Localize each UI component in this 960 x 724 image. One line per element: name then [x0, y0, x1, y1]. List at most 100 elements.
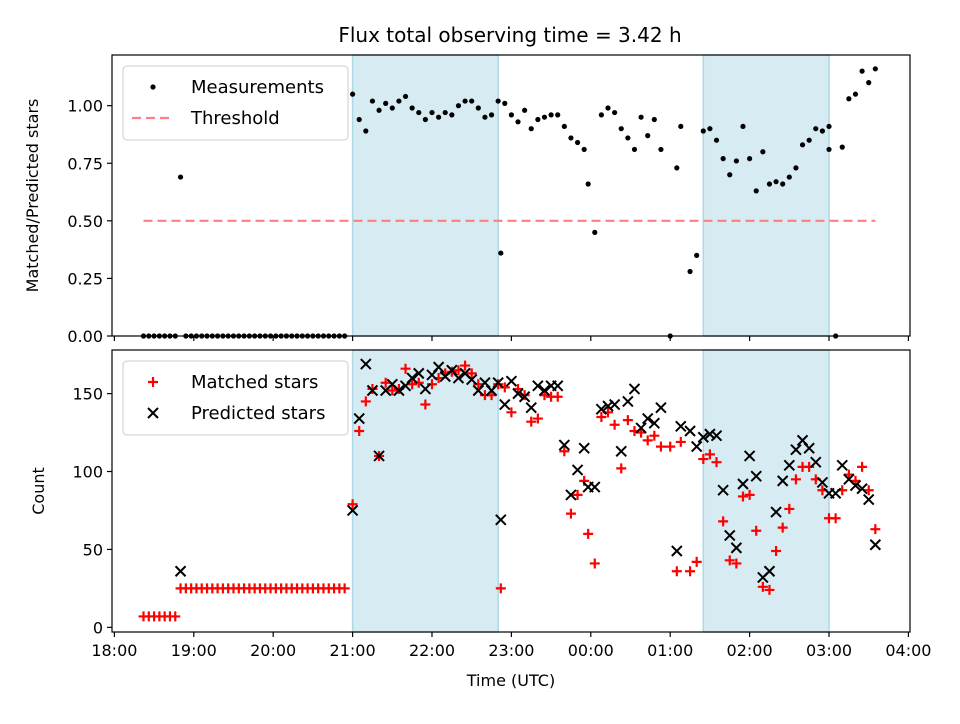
predicted-point	[783, 459, 796, 472]
predicted-point	[856, 482, 868, 495]
legend-marker	[148, 377, 158, 387]
x-tick-label: 03:00	[806, 641, 852, 660]
matched-point	[724, 555, 735, 566]
measurement-point	[687, 268, 693, 275]
matched-point	[596, 411, 607, 422]
predicted-point	[737, 478, 749, 490]
measurement-point	[561, 123, 567, 130]
predicted-point	[538, 384, 551, 397]
legend-box	[122, 360, 349, 436]
measurement-point	[799, 142, 806, 148]
predicted-point	[816, 476, 829, 489]
measurement-point	[429, 109, 435, 116]
matched-point	[170, 611, 181, 622]
predicted-point	[628, 383, 641, 395]
predicted-point	[743, 450, 756, 462]
measurement-point	[866, 80, 872, 86]
predicted-point	[174, 565, 187, 577]
matched-point	[665, 441, 676, 452]
matched-point	[506, 407, 517, 418]
predicted-point	[863, 493, 875, 506]
measurement-point	[515, 119, 521, 125]
matched-point	[583, 528, 594, 539]
x-tick-label: 02:00	[727, 641, 773, 660]
matched-point	[495, 583, 506, 594]
measurement-point	[462, 98, 468, 104]
predicted-point	[505, 375, 518, 387]
matched-point	[675, 436, 686, 447]
measurement-point	[585, 181, 591, 187]
top-panel: 0.00 0.25 0.50 0.75 1.00 Matched/Predicted st…	[23, 54, 911, 346]
predicted-point	[648, 417, 661, 429]
predicted-point	[608, 398, 621, 411]
measurement-point	[568, 135, 574, 141]
predicted-point	[750, 470, 762, 482]
predicted-point	[432, 361, 445, 373]
predicted-point	[595, 403, 608, 415]
legend: Measurements Threshold	[122, 65, 349, 141]
observing-span-1	[702, 54, 830, 337]
matched-point	[339, 583, 350, 594]
measurement-point	[363, 128, 369, 134]
predicted-point	[346, 504, 359, 517]
measurement-point	[780, 181, 786, 187]
predicted-point	[602, 400, 614, 412]
y-tick-label: 0.50	[67, 212, 103, 231]
measurement-point	[356, 116, 362, 123]
measurement-point	[349, 91, 356, 97]
measurement-point	[707, 126, 713, 132]
measurement-point	[872, 66, 878, 72]
measurement-point	[436, 114, 442, 120]
matched-point	[857, 461, 868, 472]
measurement-point	[605, 105, 611, 111]
predicted-point	[393, 384, 405, 397]
measurement-point	[592, 229, 598, 235]
matched-point	[559, 446, 570, 457]
x-tick-label: 23:00	[488, 641, 534, 660]
legend-label: Predicted stars	[191, 403, 325, 424]
predicted-point	[671, 545, 683, 557]
legend-label: Threshold	[190, 108, 280, 129]
predicted-point	[589, 481, 601, 493]
matched-point	[704, 449, 715, 460]
matched-point	[572, 489, 583, 500]
matched-point	[347, 499, 358, 510]
matched-point	[589, 558, 600, 569]
measurement-point	[535, 116, 541, 123]
measurement-point	[651, 116, 657, 123]
bottom-panel: 0 50 100 150 18:00 19:00 20:00 21:00 22:00 23:00 0…	[29, 349, 931, 690]
predicted-point	[518, 391, 531, 403]
matched-point	[870, 524, 881, 535]
measurement-point	[720, 156, 726, 162]
measurement-point	[645, 133, 651, 139]
measurement-point	[522, 107, 528, 113]
measurement-point	[773, 179, 779, 185]
measurement-point	[700, 128, 706, 134]
predicted-point	[565, 489, 577, 501]
matched-point	[685, 566, 696, 577]
predicted-point	[710, 429, 723, 442]
matched-point	[565, 508, 576, 519]
predicted-point	[406, 372, 418, 384]
predicted-point	[419, 383, 432, 395]
y-tick-label: 0.00	[67, 327, 103, 346]
measurement-point	[402, 93, 409, 100]
measurement-point	[839, 144, 845, 150]
matched-point	[711, 457, 722, 468]
legend-marker	[150, 84, 156, 90]
measurement-point	[766, 181, 773, 187]
predicted-point	[571, 464, 584, 476]
y-tick-label: 0.25	[67, 269, 103, 288]
measurement-point	[747, 156, 753, 162]
measurement-point	[449, 112, 455, 118]
predicted-point	[790, 444, 802, 456]
predicted-point	[730, 542, 743, 554]
x-tick-label: 00:00	[568, 641, 614, 660]
matched-point	[671, 566, 682, 577]
matched-point	[552, 391, 563, 402]
measurement-point	[482, 114, 488, 120]
legend-marker	[147, 407, 159, 419]
matched-point	[751, 525, 762, 536]
chart-title: Flux total observing time = 3.42 h	[338, 23, 681, 47]
measurement-point	[612, 109, 618, 116]
